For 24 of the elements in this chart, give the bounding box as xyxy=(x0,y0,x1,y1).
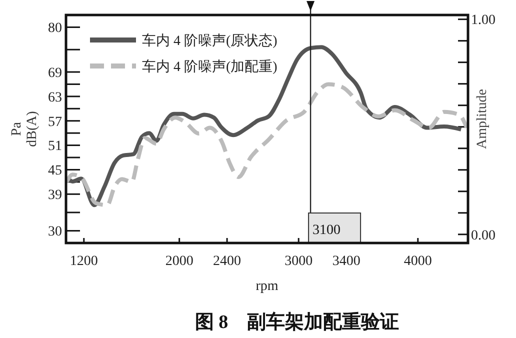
y2-tick-label: 0.00 xyxy=(471,228,496,244)
legend-label: 车内 4 阶噪声(加配重) xyxy=(142,58,278,75)
y2-tick-label: 1.00 xyxy=(471,13,496,28)
y-tick-label: 80 xyxy=(48,21,62,36)
x-tick-label: 1200 xyxy=(70,254,98,269)
x-tick-label: 2400 xyxy=(213,254,242,269)
y-tick-label: 39 xyxy=(48,188,62,204)
y-tick-label: 69 xyxy=(48,66,62,81)
x-axis-title: rpm xyxy=(256,279,278,294)
y-tick-label: 57 xyxy=(48,114,62,130)
y-tick-label: 51 xyxy=(48,139,62,154)
x-tick-label: 4000 xyxy=(404,254,432,269)
legend-label: 车内 4 阶噪声(原状态) xyxy=(142,32,278,49)
y-tick-label: 30 xyxy=(48,224,62,240)
y-tick-label: 63 xyxy=(48,90,62,106)
x-tick-label: 2000 xyxy=(165,254,194,269)
line-series xyxy=(64,82,469,208)
y2-axis-title: Amplitude xyxy=(475,89,490,149)
x-tick-label: 3000 xyxy=(284,254,313,269)
ref-line-label: 3100 xyxy=(312,223,341,238)
text: 图 8 副车架加配重验证 xyxy=(194,311,400,333)
x-tick-label: 3400 xyxy=(332,254,360,269)
y-tick-label: 45 xyxy=(48,164,62,179)
y-axis-title: Pa dB(A) xyxy=(10,110,40,147)
